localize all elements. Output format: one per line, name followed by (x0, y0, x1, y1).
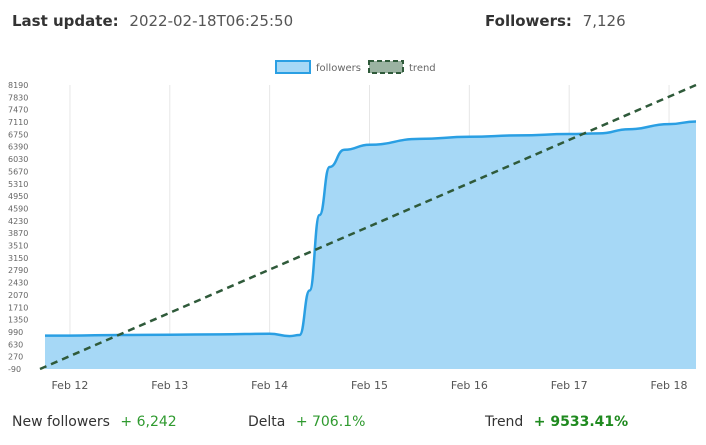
followers-area (45, 121, 696, 369)
followers-line (44, 120, 697, 338)
trend-block: Trend + 9533.41% (485, 414, 628, 430)
y-tick-label: 2070 (8, 291, 28, 300)
followers-label: Followers: (485, 12, 572, 30)
y-tick-label: 6030 (8, 155, 28, 164)
followers-count-block: Followers: 7,126 (485, 12, 626, 30)
y-tick-label: 5670 (8, 167, 28, 176)
legend-swatch-trend (368, 60, 404, 74)
new-followers-label: New followers (12, 414, 110, 430)
stats-footer: New followers + 6,242 Delta + 706.1% Tre… (12, 414, 694, 436)
y-tick-label: 990 (8, 328, 23, 337)
x-tick-label: Feb 14 (251, 379, 288, 392)
y-tick-label: 4590 (8, 204, 28, 213)
y-tick-label: 270 (8, 353, 23, 362)
trend-value: + 9533.41% (533, 414, 629, 430)
y-tick-label: 5310 (8, 180, 28, 189)
y-tick-label: 4950 (8, 192, 28, 201)
x-tick-label: Feb 13 (151, 379, 188, 392)
stats-header: Last update: 2022-02-18T06:25:50 Followe… (12, 12, 694, 34)
y-tick-label: 630 (8, 340, 23, 349)
y-tick-label: 3870 (8, 229, 28, 238)
new-followers-value: + 6,242 (120, 414, 177, 430)
x-tick-label: Feb 15 (351, 379, 388, 392)
x-tick-label: Feb 16 (451, 379, 488, 392)
last-update-value: 2022-02-18T06:25:50 (129, 12, 294, 30)
x-tick-label: Feb 12 (51, 379, 88, 392)
followers-chart: 8190 7830 7470 7110 6750 6390 6030 5670 5310 4950… (0, 55, 706, 400)
trend-label: Trend (485, 414, 524, 430)
new-followers-block: New followers + 6,242 (12, 414, 177, 430)
y-tick-label: 6390 (8, 143, 28, 152)
y-tick-label: 6750 (8, 130, 28, 139)
last-update-block: Last update: 2022-02-18T06:25:50 (12, 12, 293, 30)
delta-block: Delta + 706.1% (248, 414, 365, 430)
y-tick-label: -90 (8, 365, 21, 374)
y-tick-label: 7830 (8, 93, 28, 102)
legend-swatch-followers (275, 60, 311, 74)
legend-label-followers: followers (316, 63, 361, 74)
y-tick-label: 2430 (8, 279, 28, 288)
y-tick-label: 1710 (8, 303, 28, 312)
followers-chart-svg: 8190 7830 7470 7110 6750 6390 6030 5670 5310 4950… (8, 60, 697, 392)
delta-label: Delta (248, 414, 286, 430)
y-tick-label: 3150 (8, 254, 28, 263)
x-tick-label: Feb 17 (551, 379, 588, 392)
y-tick-label: 8190 (8, 81, 28, 90)
y-tick-label: 7110 (8, 118, 28, 127)
y-tick-label: 4230 (8, 217, 28, 226)
y-tick-label: 3510 (8, 242, 28, 251)
delta-value: + 706.1% (295, 414, 366, 430)
x-tick-label: Feb 18 (651, 379, 688, 392)
legend-label-trend: trend (409, 63, 436, 74)
y-tick-label: 2790 (8, 266, 28, 275)
y-tick-label: 1350 (8, 316, 28, 325)
followers-value: 7,126 (582, 12, 626, 30)
y-tick-label: 7470 (8, 106, 28, 115)
last-update-label: Last update: (12, 12, 119, 30)
